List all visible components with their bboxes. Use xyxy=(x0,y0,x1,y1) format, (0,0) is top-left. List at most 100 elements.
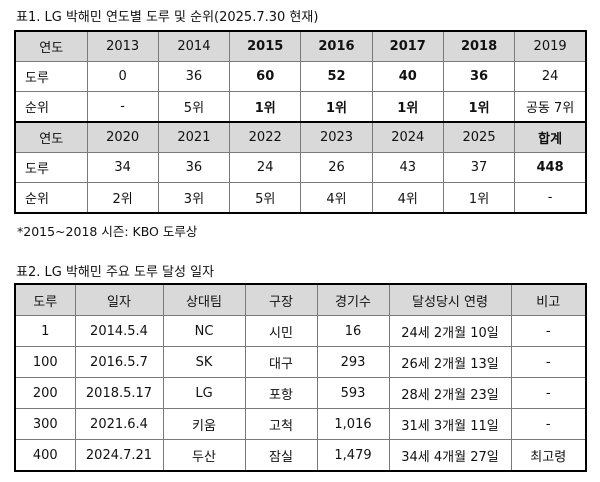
table-cell: 시민 xyxy=(244,315,318,347)
table-cell: 293 xyxy=(316,346,390,378)
table-cell: 40 xyxy=(371,61,444,92)
table1-footnote: *2015~2018 시즌: KBO 도루상 xyxy=(17,224,198,239)
table-cell: 고척 xyxy=(244,408,318,440)
table-cell: 1위 xyxy=(442,182,516,214)
table-cell: 2024 xyxy=(371,121,444,153)
table-cell: 두산 xyxy=(162,439,246,472)
table-cell: 34 xyxy=(86,152,159,183)
yearly-steals-table: 연도 2013 2014 2015 2016 2017 2018 2019 도루 0 36 60 52 4… xyxy=(14,30,587,214)
table-cell: 2025 xyxy=(442,121,516,153)
table-cell: 400 xyxy=(14,439,76,472)
table-cell: - xyxy=(510,315,587,347)
block2-header-row: 연도 2020 2021 2022 2023 2024 2025 합계 xyxy=(14,121,587,153)
row-label-cell: 순위 xyxy=(14,182,88,214)
table-cell: 4위 xyxy=(300,182,373,214)
table-cell: 448 xyxy=(514,152,587,183)
table-cell: 최고령 xyxy=(510,439,587,472)
table-cell: 2015 xyxy=(229,30,302,62)
column-header: 구장 xyxy=(244,283,318,316)
table-cell: 16 xyxy=(316,315,390,347)
table-cell: 2016 xyxy=(300,30,373,62)
table-cell: 2020 xyxy=(86,121,159,153)
table-cell: - xyxy=(510,346,587,378)
table-cell: 100 xyxy=(14,346,76,378)
table-cell: 1위 xyxy=(371,91,444,123)
table-cell: 2018 xyxy=(442,30,516,62)
table-cell: 52 xyxy=(300,61,373,92)
milestone-steals-table: 도루 일자 상대팀 구장 경기수 달성당시 연령 비고 1 2014.5.4 NC 시민 16 24세 … xyxy=(14,283,587,472)
table-row: 400 2024.7.21 두산 잠실 1,479 34세 4개월 27일 최고령 xyxy=(14,439,587,472)
table-cell: 2016.5.7 xyxy=(74,346,164,378)
table-cell: 2021.6.4 xyxy=(74,408,164,440)
table-cell: 37 xyxy=(442,152,516,183)
table-row: 300 2021.6.4 키움 고척 1,016 31세 3개월 11일 - xyxy=(14,408,587,440)
table-row: 1 2014.5.4 NC 시민 16 24세 2개월 10일 - xyxy=(14,315,587,347)
table-cell: 24 xyxy=(229,152,302,183)
table-cell: 200 xyxy=(14,377,76,409)
table-cell: 2019 xyxy=(514,30,587,62)
table-cell: 2023 xyxy=(300,121,373,153)
table-cell: 1 xyxy=(14,315,76,347)
table-cell: - xyxy=(510,377,587,409)
row-label-cell: 도루 xyxy=(14,61,88,92)
table2-caption: 표2. LG 박해민 주요 도루 달성 일자 xyxy=(16,265,215,280)
table-cell: 대구 xyxy=(244,346,318,378)
table-cell: 2022 xyxy=(229,121,302,153)
table-cell: 2013 xyxy=(86,30,159,62)
table-cell: 2018.5.17 xyxy=(74,377,164,409)
table-cell: 0 xyxy=(86,61,159,92)
column-header: 비고 xyxy=(510,283,587,316)
table-cell: 43 xyxy=(371,152,444,183)
table-cell: 1위 xyxy=(442,91,516,123)
table-cell: 공동 7위 xyxy=(514,91,587,123)
table-cell: 36 xyxy=(442,61,516,92)
table-cell: 36 xyxy=(157,152,231,183)
block1-rank-row: 순위 -5위 1위 1위 1위 1위 공동 7위 xyxy=(14,91,587,123)
block1-header-row: 연도 2013 2014 2015 2016 2017 2018 2019 xyxy=(14,30,587,62)
row-label-cell: 연도 xyxy=(14,121,88,153)
table-cell: 잠실 xyxy=(244,439,318,472)
table-cell: - xyxy=(514,182,587,214)
table-cell: 4위 xyxy=(371,182,444,214)
column-header: 달성당시 연령 xyxy=(388,283,512,316)
block1-steals-row: 도루 0 36 60 52 40 36 24 xyxy=(14,61,587,92)
table-cell: LG xyxy=(162,377,246,409)
row-label-cell: 연도 xyxy=(14,30,88,62)
table-cell: 5위 xyxy=(157,91,231,123)
block2-rank-row: 순위 2위 3위 5위 4위 4위 1위 - xyxy=(14,182,587,214)
table-cell: 1,479 xyxy=(316,439,390,472)
table1-caption: 표1. LG 박해민 연도별 도루 및 순위(2025.7.30 현재) xyxy=(16,10,319,25)
column-header: 상대팀 xyxy=(162,283,246,316)
table-cell: - xyxy=(510,408,587,440)
table-cell: SK xyxy=(162,346,246,378)
table-cell: 2024.7.21 xyxy=(74,439,164,472)
table-cell: 31세 3개월 11일 xyxy=(388,408,512,440)
table-cell: 2017 xyxy=(371,30,444,62)
table-cell: 26세 2개월 13일 xyxy=(388,346,512,378)
table-cell: 2021 xyxy=(157,121,231,153)
table-cell: 2014 xyxy=(157,30,231,62)
row-label-cell: 순위 xyxy=(14,91,88,123)
column-header: 경기수 xyxy=(316,283,390,316)
table-cell: 1,016 xyxy=(316,408,390,440)
row-label-cell: 도루 xyxy=(14,152,88,183)
table-cell: 28세 2개월 23일 xyxy=(388,377,512,409)
table-cell: 24 xyxy=(514,61,587,92)
table-cell: 300 xyxy=(14,408,76,440)
table-cell: 합계 xyxy=(514,121,587,153)
table-row: 100 2016.5.7 SK 대구 293 26세 2개월 13일 - xyxy=(14,346,587,378)
table-cell: 3위 xyxy=(157,182,231,214)
table-cell: 포항 xyxy=(244,377,318,409)
block2-steals-row: 도루 34 36 24 26 43 37 448 xyxy=(14,152,587,183)
table-cell: 60 xyxy=(229,61,302,92)
table-cell: 2014.5.4 xyxy=(74,315,164,347)
table-cell: 1위 xyxy=(229,91,302,123)
table-cell: 5위 xyxy=(229,182,302,214)
table-row: 200 2018.5.17 LG 포항 593 28세 2개월 23일 - xyxy=(14,377,587,409)
table-cell: 26 xyxy=(300,152,373,183)
table-cell: 36 xyxy=(157,61,231,92)
column-header: 도루 xyxy=(14,283,76,316)
table-cell: 593 xyxy=(316,377,390,409)
table-cell: NC xyxy=(162,315,246,347)
table-cell: - xyxy=(86,91,159,123)
